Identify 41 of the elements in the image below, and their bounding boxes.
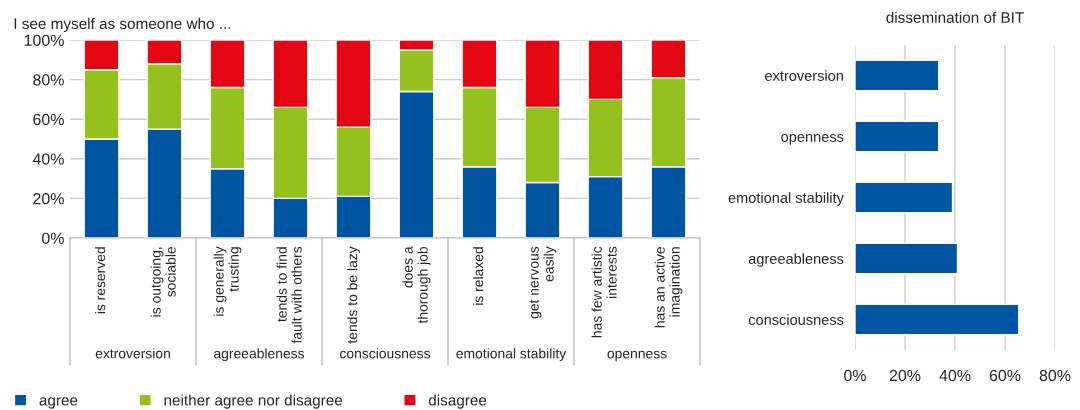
y-tick-label: 100% [24,34,64,46]
y-tick-label: extroversion [765,70,843,81]
text: consciousness [340,348,431,359]
bar [855,59,940,92]
x-tick-label: does a thorough job [402,246,431,324]
y-tick-label: 60% [33,113,64,126]
bar [855,303,1020,336]
x-tick-label: 60% [989,369,1021,382]
legend-label: disagree [428,394,487,409]
y-tick-label: 80% [33,74,64,86]
x-tick-label: is reserved [95,247,106,314]
y-tick-label: 20% [33,193,64,205]
x-tick-label: get nervous easily [529,246,557,319]
text: emotional stability [456,348,567,362]
chart-title: dissemination of BIT [886,11,1024,23]
x-tick-label: 40% [939,369,971,382]
x-tick-label: is relaxed [473,247,484,305]
bar [855,181,954,214]
y-tick-label: openness [781,133,844,145]
bar [855,242,959,275]
y-tick-label: 40% [32,153,64,165]
text: openness [607,350,667,362]
legend-label: agree [39,397,78,409]
y-tick-label: emotional stability [728,192,844,206]
bar [855,120,940,153]
x-tick-label: is outgoing, sociable [150,246,176,317]
x-tick-label: tends to be lazy [347,246,360,344]
x-tick-label: has an active imagination [654,246,683,328]
text: agreeableness [214,348,305,362]
x-tick-label: 80% [1039,369,1071,382]
text: extroversion [95,348,170,359]
y-tick-label: 0% [41,232,64,244]
x-tick-label: tends to find fault with others [276,246,302,344]
x-tick-label: 0% [844,369,866,382]
y-tick-label: consciousness [748,314,844,325]
x-tick-label: has few artistic interests [591,246,617,338]
x-tick-label: is generally trusting [213,246,242,316]
y-tick-label: agreeableness [748,253,844,267]
legend-label: neither agree nor disagree [164,394,343,409]
chart-title: I see myself as someone who ... [14,17,231,33]
x-tick-label: 20% [889,369,921,382]
